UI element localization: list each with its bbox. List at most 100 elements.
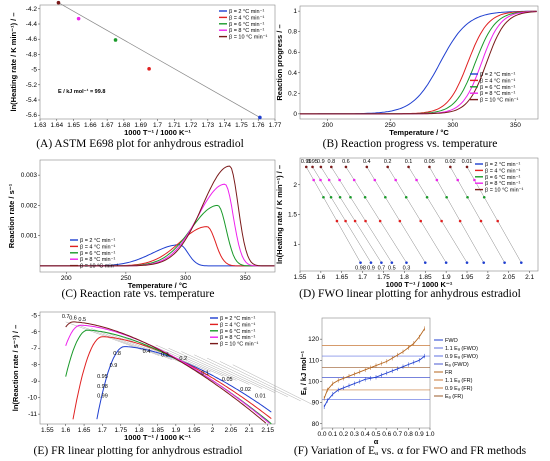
x-tick-label: 350 (510, 122, 521, 129)
x-tick-label: 1.95 (188, 427, 201, 434)
x-tick-label: 1.65 (335, 274, 348, 281)
y-axis-label: Eₐ / kJ mol⁻¹ (299, 350, 308, 395)
series-line (65, 324, 270, 424)
chart-b-plot: 200 250 300 350 0 0.2 0.4 0.6 0.8 1 Temperature / … (275, 5, 539, 137)
x-tick-label: 1.76 (252, 122, 265, 129)
alpha-label: 0.5 (78, 317, 86, 323)
legend-entry: β = 10 °C min⁻¹ (220, 342, 259, 348)
series-line (323, 355, 425, 408)
x-tick-label: 200 (322, 122, 333, 129)
x-tick-label: 1.9 (171, 427, 180, 434)
legend-entry: 0.9 Eₐ (FWO) (445, 354, 478, 360)
legend-entry: β = 10 °C min⁻¹ (480, 98, 519, 104)
data-point (456, 178, 460, 182)
isoconversional-line (312, 166, 372, 263)
x-tick-label: 1.63 (34, 122, 47, 129)
alpha-label: 0.9 (317, 159, 325, 165)
y-tick-label: 0.002 (21, 202, 38, 209)
isoconversional-line (408, 166, 468, 263)
x-tick-label: 2.15 (261, 427, 274, 434)
alpha-label: 0.02 (240, 387, 251, 393)
y-tick-label: 0.001 (21, 233, 38, 240)
y-tick-label: -10 (28, 395, 38, 402)
alpha-label: 0.7 (62, 314, 70, 320)
alpha-label: 0.1 (201, 371, 209, 377)
x-tick-label: 0.7 (393, 431, 402, 438)
x-tick-label: 0.8 (404, 431, 413, 438)
alpha-label: 0.8 (327, 159, 335, 165)
legend-entry: Eₐ (FWO) (445, 362, 469, 368)
data-point (440, 219, 443, 223)
alpha-label: 0.98 (355, 266, 366, 272)
chart-d-plot: 1.55 1.6 1.65 1.7 1.75 1.8 1.85 1.9 1.95 2 2.05 2.1… (275, 157, 539, 289)
legend-entry: β = 6 °C min⁻¹ (220, 329, 255, 335)
data-point (344, 219, 347, 223)
y-tick-label: -7 (31, 345, 37, 352)
data-point (465, 261, 469, 264)
data-point (338, 195, 342, 199)
x-tick-label: 1.71 (168, 122, 181, 129)
x-tick-label: 1.65 (67, 122, 80, 129)
y-tick-label: 0.6 (288, 49, 297, 56)
x-axis-label: Temperature / °C (389, 128, 449, 137)
series-line (40, 183, 275, 267)
data-point (503, 261, 506, 264)
isoconversional-line (219, 361, 301, 402)
data-point (352, 178, 356, 182)
x-tick-label: 1.6 (61, 427, 70, 434)
panel-e: 1.55 1.6 1.65 1.7 1.75 1.8 1.85 1.9 1.95 2 2.05 2.1… (11, 311, 314, 457)
series-line (40, 165, 275, 267)
isoconversional-line (232, 364, 314, 406)
data-point (479, 219, 483, 223)
x-tick-label: 0.6 (382, 431, 391, 438)
series-line (300, 11, 537, 115)
y-axis-label: ln(Reaction rate / s⁻¹) / – (11, 325, 20, 411)
alpha-label: 0.7 (378, 266, 386, 272)
plot-frame (299, 5, 539, 120)
caption-b: (B) Reaction progress vs. temperature (323, 138, 498, 150)
panel-f: 0.0 0.1 0.2 0.3 0.4 0.5 0.6 0.7 0.8 0.9 1.0 80 90 100… (294, 317, 527, 457)
data-point (363, 195, 367, 199)
legend-entry: β = 8 °C min⁻¹ (220, 335, 255, 341)
y-tick-label: -4.8 (26, 51, 38, 58)
data-point (364, 219, 367, 223)
data-point (359, 261, 362, 264)
legend-entry: β = 6 °C min⁻¹ (485, 175, 520, 181)
isoconversional-line (104, 331, 186, 365)
legend-entry: β = 6 °C min⁻¹ (229, 22, 264, 28)
x-tick-label: 1.55 (294, 274, 307, 281)
y-axis-label: ln(Heating rate / K min⁻¹) / – (9, 13, 18, 112)
series-line (323, 328, 425, 399)
x-tick-label: 2.1 (525, 274, 534, 281)
legend-entry: β = 8 °C min⁻¹ (229, 28, 264, 34)
x-tick-label: 1.75 (114, 427, 127, 434)
legend-entry: 0.9 Eₐ (FR) (445, 386, 473, 392)
legend-entry: β = 2 °C min⁻¹ (80, 238, 115, 244)
legend-entry: FR (445, 370, 452, 376)
y-tick-label: 100 (308, 378, 319, 385)
y-tick-label: 120 (308, 336, 319, 343)
data-point (327, 178, 331, 182)
data-point (353, 219, 357, 223)
x-tick-label: 1.0 (425, 431, 434, 438)
y-tick-label: -6 (31, 329, 37, 336)
x-tick-label: 0.4 (361, 431, 370, 438)
x-tick-label: 300 (180, 275, 191, 282)
alpha-label: 0.3 (161, 352, 169, 358)
data-point (466, 195, 469, 199)
data-point (365, 165, 369, 169)
panel-c: 200 250 300 350 0.001 0.002 0.003 Temperature /… (7, 159, 276, 300)
x-tick-label: 1.6 (316, 274, 325, 281)
alpha-label: 0.1 (405, 159, 413, 165)
data-point (330, 165, 333, 169)
y-tick-label: 80 (312, 421, 320, 428)
data-point (444, 261, 448, 264)
x-tick-label: 1.75 (235, 122, 248, 129)
alpha-label: 0.95 (97, 374, 108, 380)
data-point (56, 0, 61, 5)
alpha-label: 0.9 (367, 266, 375, 272)
isoconversional-line (331, 166, 393, 263)
y-tick-label: -11 (28, 411, 37, 418)
x-tick-label: 1.8 (135, 427, 144, 434)
data-point (312, 178, 315, 182)
